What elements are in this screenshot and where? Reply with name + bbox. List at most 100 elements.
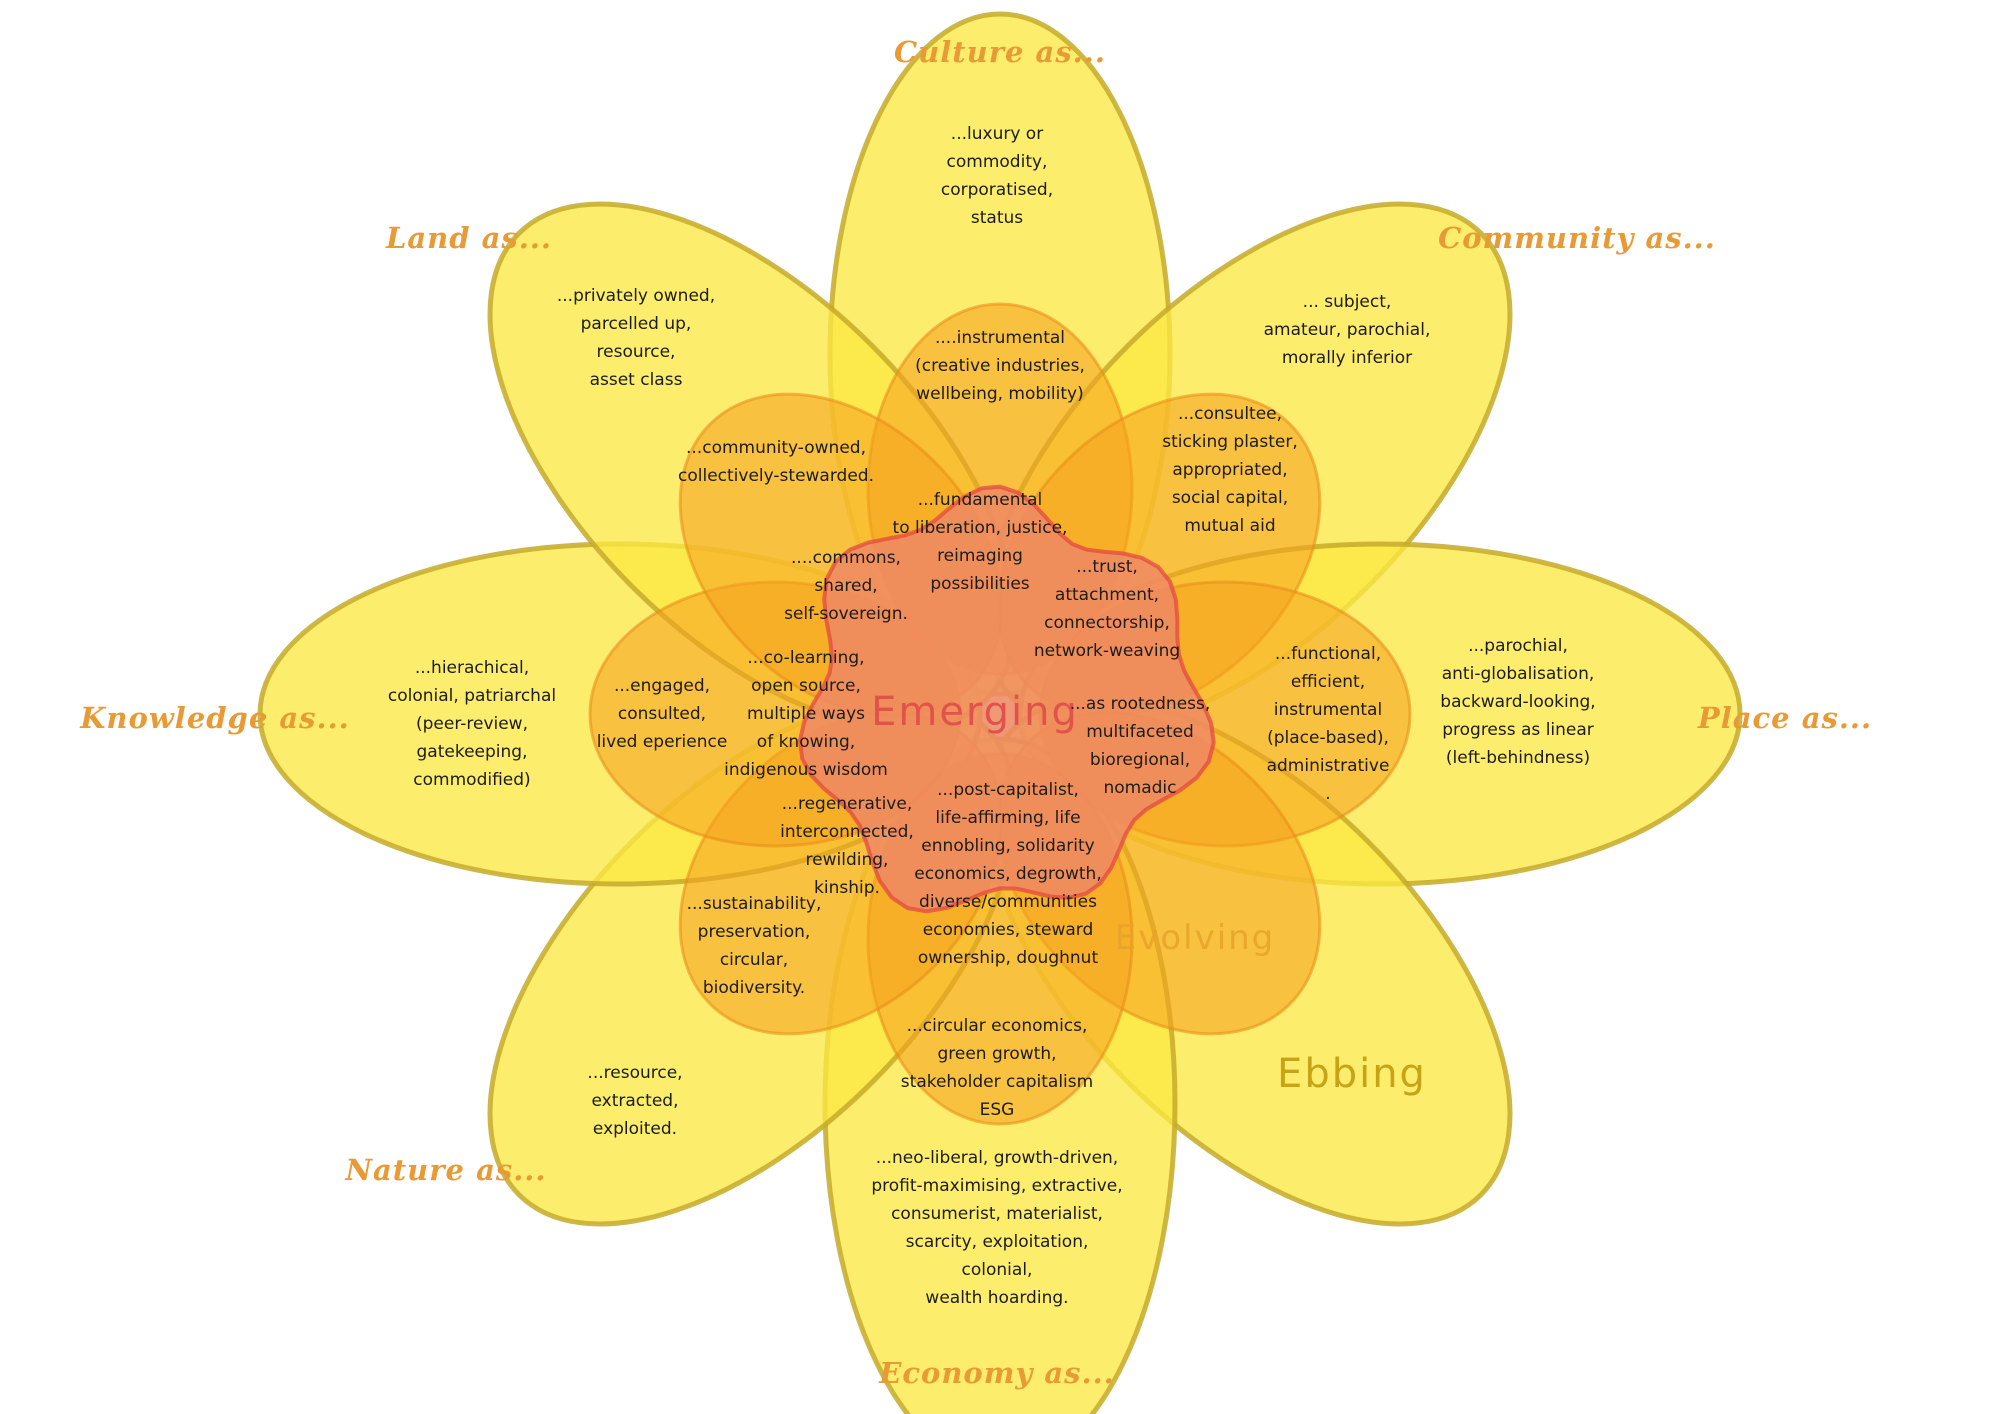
text-line: biodiversity. xyxy=(702,978,806,998)
text-line: ... subject, xyxy=(1302,292,1392,312)
text-line: ...hierachical, xyxy=(414,658,530,678)
text-line: commodified) xyxy=(413,770,531,790)
text-line: social capital, xyxy=(1171,488,1289,508)
text-line: interconnected, xyxy=(780,822,914,842)
text-line: attachment, xyxy=(1054,585,1160,605)
text-line: anti-globalisation, xyxy=(1441,664,1595,684)
text-line: exploited. xyxy=(592,1119,678,1139)
text-line: sticking plaster, xyxy=(1162,432,1298,452)
culture-evolving-text: ....instrumental (creative industries, wel… xyxy=(915,324,1085,408)
text-line: rewilding, xyxy=(805,850,889,870)
text-line: ...circular economics, xyxy=(906,1016,1088,1036)
text-line: status xyxy=(970,208,1024,228)
text-line: profit-maximising, extractive, xyxy=(871,1176,1123,1196)
text-line: ...engaged, xyxy=(613,676,711,696)
text-line: consumerist, materialist, xyxy=(891,1204,1103,1224)
text-line: indigenous wisdom xyxy=(724,760,888,780)
text-line: multiple ways xyxy=(746,704,866,724)
text-line: nomadic xyxy=(1103,778,1177,798)
land-evolving-text: ...community-owned, collectively-stewarde… xyxy=(678,434,874,490)
text-line: shared, xyxy=(814,576,878,596)
ring-label-ebbing: Ebbing xyxy=(1277,1051,1427,1097)
category-nature: Nature as... xyxy=(345,1153,547,1187)
text-line: (peer-review, xyxy=(415,714,529,734)
knowledge-ebbing-text: ...hierachical, colonial, patriarchal (pee… xyxy=(388,654,556,794)
text-line: efficient, xyxy=(1290,672,1366,692)
text-line: lived eperience xyxy=(596,732,728,752)
text-line: ...as rootedness, xyxy=(1069,694,1211,714)
text-line: open source, xyxy=(751,676,861,696)
text-line: appropriated, xyxy=(1172,460,1288,480)
text-line: gatekeeping, xyxy=(416,742,528,762)
text-line: ...post-capitalist, xyxy=(937,780,1079,800)
text-line: bioregional, xyxy=(1089,750,1191,770)
nature-ebbing-text: ...resource, extracted, exploited. xyxy=(587,1059,682,1143)
text-line: parcelled up, xyxy=(580,314,692,334)
category-land: Land as... xyxy=(385,221,553,255)
place-evolving-text: ...functional, efficient, instrumental (pla… xyxy=(1267,640,1390,808)
text-line: ...fundamental xyxy=(917,490,1043,510)
text-line: of knowing, xyxy=(756,732,856,752)
culture-ebbing-text: ...luxury or commodity, corporatised, statu… xyxy=(941,120,1053,232)
economy-evolving-text: ...circular economics, green growth, stake… xyxy=(901,1012,1093,1124)
text-line: ...trust, xyxy=(1076,557,1138,577)
text-line: diverse/communities xyxy=(919,892,1097,912)
text-line: ...co-learning, xyxy=(747,648,865,668)
text-line: ...parochial, xyxy=(1468,636,1568,656)
knowledge-evolving-text: ...engaged, consulted, lived eperience xyxy=(597,672,728,756)
text-line: asset class xyxy=(589,370,683,390)
text-line: ...sustainability, xyxy=(686,894,822,914)
community-emerging-text: ...trust, attachment, connectorship, networ… xyxy=(1034,553,1180,665)
land-ebbing-text: ...privately owned, parcelled up, resource… xyxy=(557,282,715,394)
text-line: ...neo-liberal, growth-driven, xyxy=(875,1148,1119,1168)
text-line: ...community-owned, xyxy=(686,438,866,458)
text-line: wellbeing, mobility) xyxy=(916,384,1084,404)
nature-evolving-text: ...sustainability, preservation, circular,… xyxy=(687,890,822,1002)
text-line: wealth hoarding. xyxy=(925,1288,1069,1308)
text-line: self-sovereign. xyxy=(784,604,908,624)
category-community: Community as... xyxy=(1438,221,1716,255)
community-evolving-text: ...consultee, sticking plaster, appropriat… xyxy=(1162,400,1297,540)
text-line: economies, steward xyxy=(922,920,1094,940)
text-line: progress as linear xyxy=(1442,720,1594,740)
text-line: resource, xyxy=(596,342,676,362)
text-line: economics, degrowth, xyxy=(914,864,1102,884)
text-line: corporatised, xyxy=(940,180,1054,200)
text-line: ...privately owned, xyxy=(556,286,716,306)
economy-ebbing-text: ...neo-liberal, growth-driven, profit-max… xyxy=(871,1144,1122,1312)
text-line: mutual aid xyxy=(1184,516,1276,536)
text-line: administrative xyxy=(1266,756,1390,776)
text-line: ownership, doughnut xyxy=(917,948,1099,968)
text-line: (creative industries, xyxy=(915,356,1085,376)
text-line: . xyxy=(1325,784,1331,804)
land-emerging-text: ....commons, shared, self-sovereign. xyxy=(784,544,908,628)
economy-emerging-text: ...post-capitalist, life-affirming, life e… xyxy=(914,776,1101,972)
text-line: ...luxury or xyxy=(950,124,1044,144)
text-line: possibilities xyxy=(930,574,1030,594)
category-knowledge: Knowledge as... xyxy=(80,701,350,735)
place-emerging-text: ...as rootedness, multifaceted bioregional… xyxy=(1070,690,1211,802)
text-line: extracted, xyxy=(591,1091,679,1111)
text-line: green growth, xyxy=(937,1044,1057,1064)
ring-label-emerging: Emerging xyxy=(871,689,1079,735)
culture-emerging-text: ...fundamental to liberation, justice, rei… xyxy=(893,486,1068,598)
text-line: stakeholder capitalism xyxy=(900,1072,1094,1092)
text-line: (left-behindness) xyxy=(1445,748,1591,768)
text-line: connectorship, xyxy=(1044,613,1170,633)
text-line: instrumental xyxy=(1273,700,1383,720)
text-line: ennobling, solidarity xyxy=(921,836,1095,856)
text-line: amateur, parochial, xyxy=(1263,320,1431,340)
text-line: colonial, xyxy=(961,1260,1033,1280)
text-line: commodity, xyxy=(946,152,1048,172)
nature-emerging-text: ...regenerative, interconnected, rewilding… xyxy=(780,790,914,902)
ring-label-evolving: Evolving xyxy=(1114,918,1276,958)
text-line: kinship. xyxy=(814,878,880,898)
category-place: Place as... xyxy=(1697,701,1873,735)
text-line: ....instrumental xyxy=(935,328,1065,348)
place-ebbing-text: ...parochial, anti-globalisation, backward… xyxy=(1440,632,1595,772)
text-line: circular, xyxy=(719,950,789,970)
text-line: network-weaving xyxy=(1033,641,1181,661)
text-line: ...resource, xyxy=(587,1063,683,1083)
text-line: life-affirming, life xyxy=(935,808,1081,828)
